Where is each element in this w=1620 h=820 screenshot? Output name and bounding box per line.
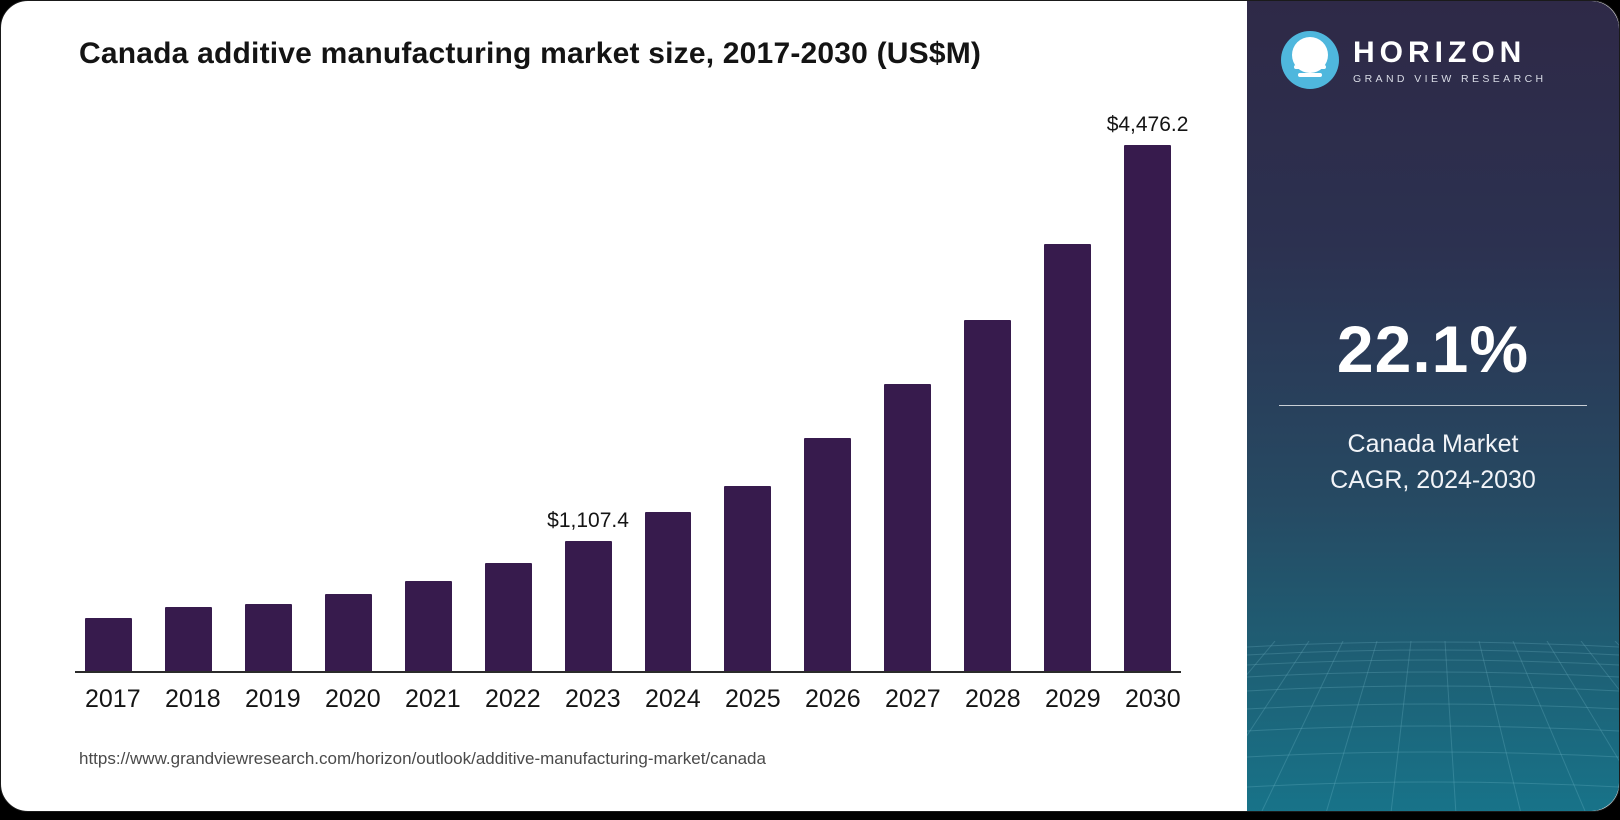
- x-tick-2026: 2026: [805, 685, 861, 713]
- bar-column-2017: [85, 618, 132, 671]
- value-label-2030: $4,476.2: [1106, 113, 1189, 136]
- cagr-stat-block: 22.1% Canada Market CAGR, 2024-2030: [1247, 311, 1619, 499]
- x-tick-2017: 2017: [85, 685, 141, 713]
- bar-column-2030: $4,476.2: [1107, 113, 1188, 671]
- x-tick-2022: 2022: [485, 685, 541, 713]
- stat-divider: [1279, 405, 1587, 406]
- bar-chart: $1,107.4 $4,476.2 2017 2018 2019 2020 2021 202…: [75, 113, 1188, 714]
- bar-column-2027: [884, 384, 932, 671]
- x-tick-2030: 2030: [1125, 685, 1181, 713]
- brand-panel: HORIZON GRAND VIEW RESEARCH 22.1% Canada…: [1247, 1, 1619, 811]
- bar-column-2019: [244, 604, 292, 671]
- bar-column-2020: [324, 594, 372, 671]
- bar-column-2022: [484, 563, 532, 671]
- cagr-label-line2: CAGR, 2024-2030: [1330, 466, 1536, 495]
- bar-column-2026: [804, 438, 852, 671]
- source-url: https://www.grandviewresearch.com/horizo…: [79, 749, 766, 768]
- bar-2019: [244, 604, 292, 671]
- x-tick-2025: 2025: [725, 685, 781, 713]
- bar-column-2025: [724, 486, 772, 671]
- x-axis-labels: 2017 2018 2019 2020 2021 2022 2023 2024 2025 2026…: [75, 685, 1181, 714]
- bar-2030: [1124, 145, 1172, 671]
- bar-2026: [804, 438, 852, 671]
- chart-title: Canada additive manufacturing market siz…: [79, 37, 982, 70]
- cagr-label-line1: Canada Market: [1347, 430, 1519, 458]
- bar-column-2024: [644, 512, 692, 671]
- bar-2018: [164, 607, 212, 671]
- bar-column-2029: [1044, 244, 1092, 671]
- bar-2027: [884, 384, 932, 671]
- x-tick-2024: 2024: [645, 685, 701, 713]
- bar-column-2018: [164, 607, 212, 671]
- cagr-value: 22.1%: [1336, 312, 1530, 386]
- bar-2023: [564, 541, 612, 671]
- logo-subtitle: GRAND VIEW RESEARCH: [1353, 72, 1547, 85]
- bar-2020: [324, 594, 372, 671]
- x-tick-2019: 2019: [245, 685, 301, 713]
- x-tick-2028: 2028: [965, 685, 1021, 713]
- chart-section: Canada additive manufacturing market siz…: [1, 1, 1247, 811]
- bar-2021: [404, 581, 452, 671]
- logo-title: HORIZON: [1353, 35, 1527, 69]
- horizon-line-shape: [1298, 72, 1322, 77]
- bar-2022: [484, 563, 532, 671]
- x-tick-2018: 2018: [165, 685, 221, 713]
- x-tick-2021: 2021: [405, 685, 461, 713]
- bar-column-2028: [964, 320, 1012, 671]
- x-tick-2027: 2027: [885, 685, 941, 713]
- bar-2017: [85, 618, 132, 671]
- logo-text-block: HORIZON GRAND VIEW RESEARCH: [1353, 36, 1547, 85]
- bars: $1,107.4 $4,476.2: [75, 113, 1188, 673]
- wireframe-mesh-decoration: [1247, 641, 1619, 811]
- bar-2025: [724, 486, 772, 671]
- value-label-2023: $1,107.4: [547, 509, 629, 532]
- bar-2028: [964, 320, 1012, 671]
- horizon-line-shape: [1293, 64, 1327, 69]
- cagr-label: Canada Market CAGR, 2024-2030: [1275, 426, 1591, 499]
- bar-column-2021: [404, 581, 452, 671]
- bar-column-2023: $1,107.4: [547, 509, 629, 671]
- horizon-logo: HORIZON GRAND VIEW RESEARCH: [1281, 31, 1547, 89]
- horizon-logo-icon: [1281, 31, 1339, 89]
- x-tick-2029: 2029: [1045, 685, 1101, 713]
- bar-2024: [644, 512, 692, 671]
- x-tick-2020: 2020: [325, 685, 381, 713]
- x-tick-2023: 2023: [565, 685, 621, 713]
- bar-2029: [1044, 244, 1092, 671]
